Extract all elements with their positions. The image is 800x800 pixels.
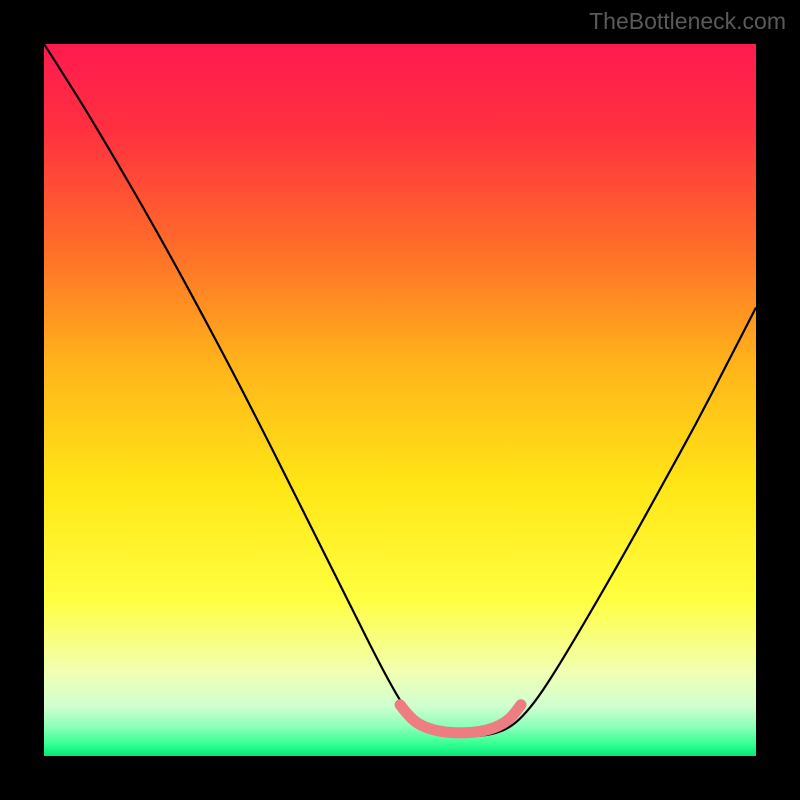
watermark-text: TheBottleneck.com (589, 8, 786, 35)
chart-plot-area (44, 44, 756, 756)
chart-svg (44, 44, 756, 756)
gradient-background (44, 44, 756, 756)
